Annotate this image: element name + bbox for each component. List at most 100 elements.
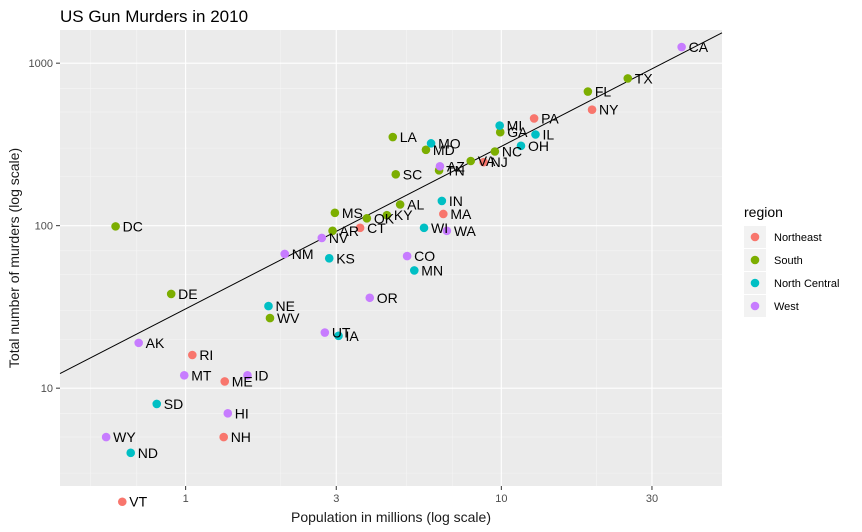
legend-swatch-south (750, 255, 760, 265)
point-label-ny: NY (599, 102, 619, 118)
y-axis: 10 100 1000 (29, 58, 60, 395)
point-label-al: AL (407, 196, 424, 212)
legend-label-south: South (774, 255, 803, 267)
point-label-ms: MS (342, 205, 363, 221)
point-label-tx: TX (635, 70, 654, 86)
point-label-md: MD (433, 142, 455, 158)
point-ok (362, 214, 372, 223)
legend-title: region (744, 204, 783, 220)
point-label-de: DE (178, 286, 197, 302)
point-ca (677, 42, 686, 52)
point-label-ia: IA (346, 328, 360, 344)
point-sc (391, 170, 401, 179)
point-pa (529, 114, 539, 123)
point-label-mn: MN (421, 262, 443, 278)
legend-swatch-northeast (750, 232, 760, 242)
point-label-hi: HI (235, 405, 249, 421)
point-hi (223, 409, 233, 418)
point-co (402, 251, 412, 261)
regression-line (59, 32, 723, 375)
point-label-ct: CT (367, 220, 386, 236)
point-ms (330, 208, 340, 218)
point-nj (479, 157, 488, 167)
point-va (466, 156, 476, 166)
point-ia (334, 331, 343, 341)
point-label-nm: NM (292, 246, 314, 262)
legend-swatch-west (750, 301, 760, 311)
point-ky (382, 210, 392, 220)
point-label-ok: OK (374, 210, 395, 226)
point-label-wy: WY (113, 429, 136, 445)
point-label-or: OR (377, 290, 398, 306)
point-ut (320, 328, 330, 337)
point-mn (409, 266, 419, 275)
point-nh (219, 432, 228, 442)
point-mt (179, 370, 189, 380)
point-label-ak: AK (146, 335, 165, 351)
point-ar (328, 226, 337, 236)
plot-panel (60, 30, 722, 486)
point-al (395, 200, 405, 209)
point-il (531, 130, 540, 139)
point-ny (587, 105, 597, 115)
point-in (437, 196, 447, 206)
point-label-ri: RI (199, 347, 213, 363)
point-nc (490, 147, 500, 156)
x-axis-title: Population in millions (log scale) (291, 509, 491, 525)
point-or (365, 293, 375, 303)
point-vt (117, 497, 127, 507)
point-label-nj: NJ (491, 154, 508, 170)
point-label-in: IN (449, 193, 463, 209)
point-label-nd: ND (138, 445, 158, 461)
legend-swatch-north-central (750, 278, 760, 288)
point-dc (111, 222, 120, 231)
point-ct (355, 223, 365, 233)
point-label-sc: SC (403, 166, 422, 182)
point-label-va: VA (478, 153, 496, 169)
point-label-wa: WA (454, 223, 477, 239)
point-label-sd: SD (164, 396, 183, 412)
point-labels: PA NY NJ MA CT RI ME NH VT TX FL GA NC VA TN LA MD SC ALKY… (113, 39, 709, 510)
point-label-la: LA (400, 129, 418, 145)
point-nd (126, 448, 136, 458)
point-label-pa: PA (541, 110, 559, 126)
point-label-fl: FL (595, 84, 612, 100)
grid-lines (60, 30, 722, 486)
point-nm (280, 249, 290, 259)
legend: region Northeast South North Central West (744, 204, 839, 317)
point-label-nv: NV (329, 230, 349, 246)
regression-line-layer (59, 32, 723, 375)
point-oh (516, 141, 526, 151)
point-label-ca: CA (689, 39, 709, 55)
point-id (243, 370, 252, 380)
point-mo (426, 139, 436, 148)
point-label-ga: GA (507, 124, 528, 140)
point-fl (583, 87, 593, 96)
point-label-mo: MO (438, 135, 461, 151)
x-axis: 1 3 10 30 (183, 486, 658, 505)
point-me (220, 377, 230, 386)
point-label-vt: VT (129, 494, 147, 510)
point-sd (152, 399, 162, 409)
point-label-wi: WI (431, 220, 448, 236)
point-label-ar: AR (340, 223, 359, 239)
point-ma (439, 209, 448, 219)
data-points (101, 42, 686, 507)
y-tick-label: 100 (35, 221, 53, 233)
point-label-az: AZ (447, 158, 465, 174)
point-ks (324, 253, 334, 263)
point-label-ut: UT (332, 325, 351, 341)
x-tick-label: 1 (183, 493, 189, 505)
point-tx (623, 74, 633, 83)
y-tick-label: 1000 (29, 58, 53, 70)
point-label-mt: MT (191, 367, 212, 383)
point-md (421, 145, 431, 155)
point-label-ks: KS (336, 250, 355, 266)
point-wv (265, 313, 275, 323)
point-label-wv: WV (277, 310, 300, 326)
point-ga (495, 127, 505, 137)
legend-label-north-central: North Central (774, 278, 839, 290)
point-label-oh: OH (528, 138, 549, 154)
point-label-me: ME (232, 373, 253, 389)
point-wi (419, 223, 429, 233)
